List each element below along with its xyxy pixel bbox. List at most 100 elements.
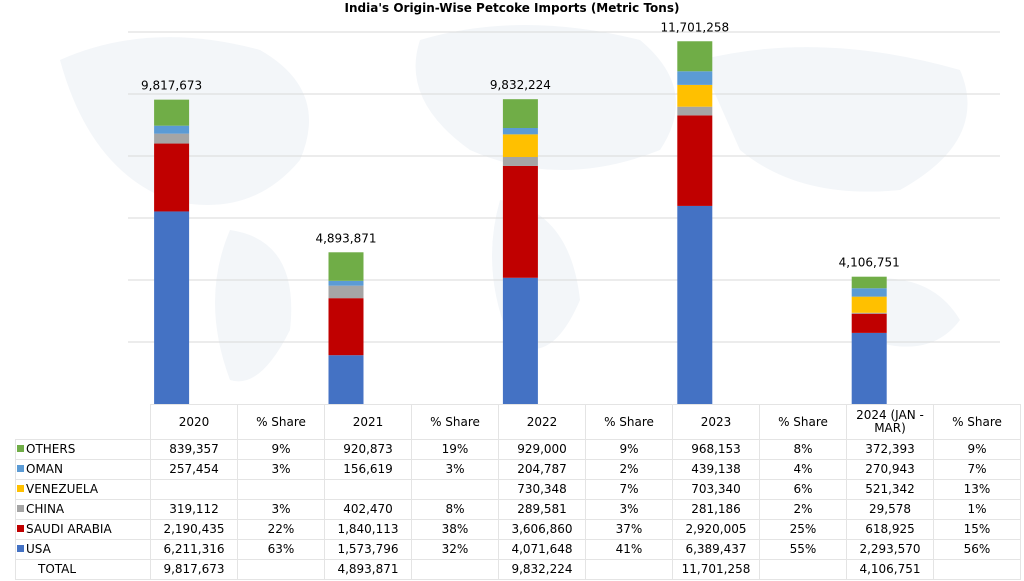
table-row: OMAN 257,454 3% 156,619 3% 204,787 2% 439,138 4%… (15, 459, 1021, 480)
share-cell: 9% (585, 439, 673, 460)
share-cell: 32% (411, 539, 499, 560)
value-cell: 319,112 (150, 499, 238, 520)
column-header-year: 2021 (324, 404, 412, 440)
share-cell: 38% (411, 519, 499, 540)
bar-segment-saudi-arabia (677, 115, 713, 206)
bar-segment-others (154, 99, 190, 126)
value-cell: 4,071,648 (498, 539, 586, 560)
row-label: VENEZUELA (15, 479, 151, 500)
value-cell: 3,606,860 (498, 519, 586, 540)
share-cell: 3% (585, 499, 673, 520)
table-row: OTHERS 839,357 9% 920,873 19% 929,000 9% 968,15… (15, 439, 1021, 460)
share-cell: 41% (585, 539, 673, 560)
share-cell-empty (237, 559, 325, 580)
row-label: OMAN (15, 459, 151, 480)
value-cell: 839,357 (150, 439, 238, 460)
value-cell: 289,581 (498, 499, 586, 520)
series-name: OMAN (26, 462, 63, 476)
value-cell: 730,348 (498, 479, 586, 500)
table-header-row: 2020% Share 2021% Share 2022% Share 2023% S… (16, 404, 1021, 440)
share-cell: 19% (411, 439, 499, 460)
value-cell: 929,000 (498, 439, 586, 460)
bar-segment-usa (154, 211, 190, 404)
value-cell: 281,186 (672, 499, 760, 520)
bar-segment-china (851, 312, 887, 314)
total-cell: 9,817,673 (150, 559, 238, 580)
bar-segment-venezuela (851, 296, 887, 313)
column-header-share: % Share (933, 404, 1021, 440)
value-cell: 439,138 (672, 459, 760, 480)
share-cell (237, 479, 325, 500)
bar-segment-oman (851, 288, 887, 297)
total-data-label: 11,701,258 (660, 20, 729, 34)
value-cell: 270,943 (846, 459, 934, 480)
share-cell: 56% (933, 539, 1021, 560)
share-cell: 2% (759, 499, 847, 520)
value-cell: 2,190,435 (150, 519, 238, 540)
value-cell: 2,293,570 (846, 539, 934, 560)
share-cell-empty (585, 559, 673, 580)
legend-swatch (17, 525, 24, 532)
row-label: OTHERS (15, 439, 151, 460)
value-cell: 29,578 (846, 499, 934, 520)
value-cell: 257,454 (150, 459, 238, 480)
share-cell: 63% (237, 539, 325, 560)
bar-segment-usa (502, 277, 538, 404)
total-data-label: 4,106,751 (839, 256, 900, 270)
share-cell: 9% (237, 439, 325, 460)
share-cell: 37% (585, 519, 673, 540)
value-cell: 156,619 (324, 459, 412, 480)
share-cell: 3% (411, 459, 499, 480)
share-cell: 25% (759, 519, 847, 540)
share-cell: 15% (933, 519, 1021, 540)
bar-segment-china (677, 106, 713, 116)
value-cell: 1,573,796 (324, 539, 412, 560)
value-cell: 6,389,437 (672, 539, 760, 560)
bar-segment-china (328, 285, 364, 299)
bar-segment-venezuela (502, 134, 538, 157)
total-cell: 4,893,871 (324, 559, 412, 580)
value-cell: 372,393 (846, 439, 934, 460)
share-cell: 3% (237, 459, 325, 480)
bar-segment-china (502, 156, 538, 166)
total-cell: 9,832,224 (498, 559, 586, 580)
share-cell: 55% (759, 539, 847, 560)
bar-segment-saudi-arabia (502, 165, 538, 278)
total-cell: 11,701,258 (672, 559, 760, 580)
bar-segment-others (677, 41, 713, 72)
bar-segment-usa (677, 205, 713, 404)
bar-segment-venezuela (677, 84, 713, 107)
share-cell: 8% (411, 499, 499, 520)
value-cell: 402,470 (324, 499, 412, 520)
bar-segment-usa (328, 355, 364, 404)
share-cell-empty (933, 559, 1021, 580)
value-cell: 618,925 (846, 519, 934, 540)
series-name: CHINA (26, 502, 65, 516)
share-cell: 8% (759, 439, 847, 460)
column-header-share: % Share (759, 404, 847, 440)
row-label: USA (15, 539, 151, 560)
bar-segment-oman (328, 280, 364, 286)
bar-segment-oman (677, 71, 713, 85)
value-cell: 521,342 (846, 479, 934, 500)
value-cell: 204,787 (498, 459, 586, 480)
bar-segment-saudi-arabia (154, 143, 190, 212)
legend-swatch (17, 445, 24, 452)
value-cell: 920,873 (324, 439, 412, 460)
corner-cell (16, 405, 151, 440)
table-row: USA 6,211,316 63% 1,573,796 32% 4,071,648 41% 6… (15, 539, 1021, 560)
row-label: CHINA (15, 499, 151, 520)
bar-segment-china (154, 133, 190, 144)
share-cell: 22% (237, 519, 325, 540)
column-header-share: % Share (411, 404, 499, 440)
bar-segment-oman (502, 128, 538, 135)
share-cell: 13% (933, 479, 1021, 500)
column-header-year: 2023 (672, 404, 760, 440)
table-row: SAUDI ARABIA 2,190,435 22% 1,840,113 38% 3,60… (15, 519, 1021, 540)
bar-segment-oman (154, 125, 190, 134)
share-cell: 4% (759, 459, 847, 480)
value-cell: 2,920,005 (672, 519, 760, 540)
row-label: SAUDI ARABIA (15, 519, 151, 540)
legend-swatch (17, 465, 24, 472)
column-header-share: % Share (237, 404, 325, 440)
